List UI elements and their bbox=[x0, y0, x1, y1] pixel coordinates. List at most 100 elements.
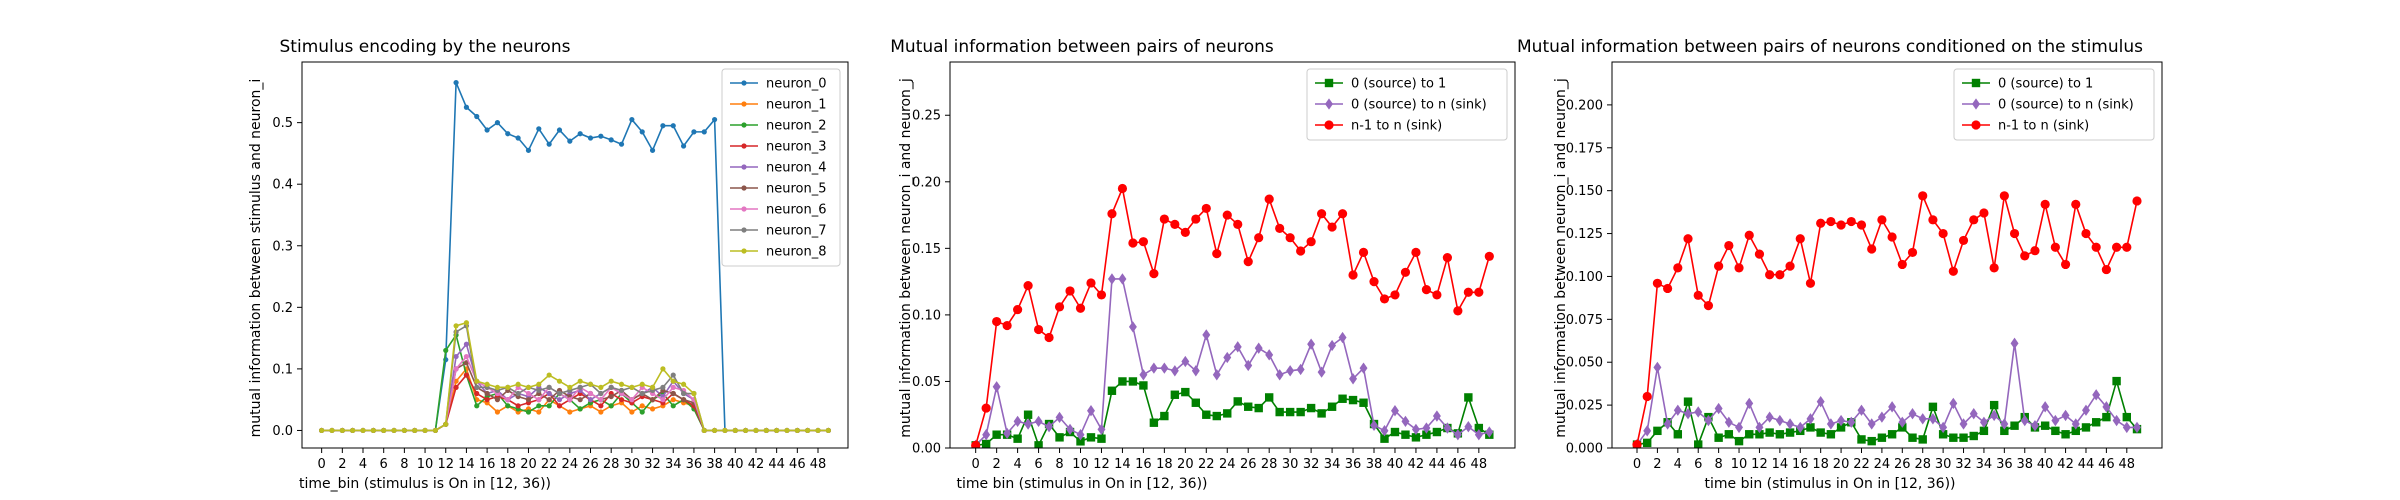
legend-label: neuron_1 bbox=[766, 98, 827, 113]
y-tick-label: 0.150 bbox=[1566, 184, 1603, 199]
x-tick-label: 2 bbox=[993, 457, 1001, 472]
legend-entry: neuron_5 bbox=[730, 182, 827, 197]
legend-entry: neuron_2 bbox=[730, 119, 827, 134]
data-point bbox=[2102, 412, 2111, 422]
data-point bbox=[1191, 365, 1200, 377]
data-point bbox=[1744, 230, 1754, 240]
data-point bbox=[1118, 273, 1127, 285]
data-point bbox=[484, 127, 490, 133]
data-point bbox=[1969, 215, 1979, 225]
data-point bbox=[1724, 240, 1734, 251]
legend-label: neuron_0 bbox=[766, 77, 827, 92]
x-tick-label: 12 bbox=[437, 457, 454, 472]
data-point bbox=[1003, 427, 1012, 440]
y-tick-label: 0.05 bbox=[912, 375, 941, 390]
data-point bbox=[443, 421, 449, 427]
legend-label: neuron_7 bbox=[766, 224, 827, 239]
data-point bbox=[1857, 435, 1866, 444]
data-point bbox=[494, 397, 501, 403]
data-point bbox=[2040, 421, 2050, 430]
series-2 bbox=[319, 366, 831, 434]
legend: neuron_0 neuron_1 neuron_2 neuron_3 neuron_4… bbox=[721, 68, 841, 267]
data-point bbox=[1949, 397, 1958, 410]
legend-box bbox=[721, 68, 841, 267]
data-point bbox=[1653, 426, 1662, 436]
data-point bbox=[453, 366, 459, 372]
data-point bbox=[670, 390, 676, 397]
data-point bbox=[1117, 183, 1128, 194]
x-tick-label: 6 bbox=[1694, 457, 1702, 472]
x-tick-label: 32 bbox=[1955, 457, 1972, 472]
axes-frame bbox=[301, 61, 849, 449]
data-point bbox=[1887, 232, 1897, 242]
data-point bbox=[1380, 425, 1389, 437]
legend-marker bbox=[741, 248, 747, 254]
data-point bbox=[1704, 414, 1713, 427]
legend-entry: n-1 to n (sink) bbox=[1962, 119, 2089, 134]
data-point bbox=[536, 397, 542, 403]
y-tick-label: 0.2 bbox=[272, 301, 293, 316]
data-point bbox=[525, 384, 532, 390]
data-point bbox=[546, 390, 552, 397]
data-point bbox=[1275, 223, 1285, 233]
data-point bbox=[556, 390, 563, 397]
x-tick-label: 20 bbox=[520, 457, 537, 472]
data-point bbox=[1254, 342, 1263, 354]
legend-marker bbox=[741, 164, 747, 170]
legend-marker bbox=[1971, 78, 1981, 88]
x-tick-label: 36 bbox=[1345, 457, 1362, 472]
data-point bbox=[670, 123, 676, 129]
data-point bbox=[1306, 403, 1316, 413]
x-tick-label: 24 bbox=[562, 457, 579, 472]
data-point bbox=[577, 131, 583, 137]
data-point bbox=[1785, 428, 1795, 437]
data-point bbox=[1928, 402, 1938, 412]
data-point bbox=[598, 133, 604, 139]
data-point bbox=[1327, 222, 1337, 232]
data-point bbox=[1745, 397, 1754, 410]
chart-conditional-mutual-information: Mutual information between pairs of neur… bbox=[1517, 37, 2163, 492]
data-point bbox=[443, 347, 449, 354]
data-point bbox=[1013, 415, 1022, 428]
y-tick-label: 0.10 bbox=[912, 308, 941, 323]
data-point bbox=[556, 378, 563, 384]
data-point bbox=[670, 403, 676, 409]
x-axis-label: time_bin (stimulus is On in [12, 36)) bbox=[299, 476, 551, 492]
data-point bbox=[525, 390, 532, 397]
data-point bbox=[1159, 214, 1169, 224]
data-point bbox=[1432, 410, 1441, 422]
data-point bbox=[1795, 234, 1805, 244]
data-point bbox=[2009, 228, 2020, 239]
data-point bbox=[1979, 208, 1989, 218]
data-point bbox=[1285, 407, 1295, 417]
data-point bbox=[505, 384, 511, 390]
x-tick-label: 26 bbox=[1240, 457, 1257, 472]
data-point bbox=[1453, 306, 1463, 316]
y-axis-label: mutual information between stimulus and … bbox=[248, 79, 264, 438]
data-point bbox=[805, 427, 811, 434]
x-tick-label: 46 bbox=[789, 457, 806, 472]
data-point bbox=[2020, 414, 2029, 427]
data-point bbox=[1327, 402, 1337, 411]
x-tick-label: 6 bbox=[1034, 457, 1042, 472]
data-point bbox=[2061, 430, 2070, 439]
y-tick-label: 0.175 bbox=[1566, 141, 1603, 156]
data-point bbox=[618, 387, 625, 394]
y-axis-label: mutual information between neuron_i and … bbox=[1553, 78, 1569, 438]
x-tick-label: 4 bbox=[1013, 457, 1021, 472]
series-4 bbox=[319, 372, 831, 434]
data-point bbox=[712, 116, 718, 123]
data-point bbox=[712, 427, 718, 434]
data-point bbox=[1724, 416, 1733, 428]
x-tick-label: 18 bbox=[500, 457, 517, 472]
data-point bbox=[774, 427, 780, 434]
data-point bbox=[992, 430, 1001, 439]
series-2 bbox=[1633, 337, 2141, 448]
data-point bbox=[1979, 416, 1988, 428]
data-point bbox=[1055, 433, 1064, 442]
legend-entry: 0 (source) to n (sink) bbox=[1315, 98, 1487, 113]
data-point bbox=[1096, 290, 1107, 300]
data-point bbox=[484, 397, 490, 403]
data-point bbox=[1202, 410, 1211, 419]
data-point bbox=[360, 427, 366, 434]
